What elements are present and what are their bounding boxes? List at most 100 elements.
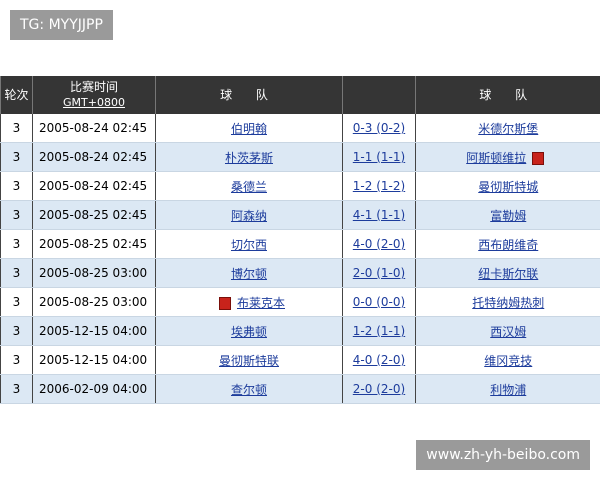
kickoff-time: 2006-02-09 04:00 xyxy=(39,382,148,396)
round: 3 xyxy=(12,266,21,280)
home-team-cell: 伯明翰 xyxy=(155,114,343,143)
away-team-link[interactable]: 西布朗维奇 xyxy=(478,237,539,252)
score-link[interactable]: 2-0 (2-0) xyxy=(352,382,406,396)
kickoff-time: 2005-08-25 03:00 xyxy=(39,266,148,280)
home-team-link[interactable]: 埃弗顿 xyxy=(230,324,267,339)
score-cell: 1-2 (1-1) xyxy=(342,316,416,346)
round: 3 xyxy=(12,295,21,309)
header-round: 轮次 xyxy=(0,76,33,114)
away-team-link[interactable]: 利物浦 xyxy=(490,382,527,397)
kickoff-time-cell: 2005-08-24 02:45 xyxy=(32,114,156,143)
away-team-link[interactable]: 米德尔斯堡 xyxy=(478,121,539,136)
home-team-cell: 埃弗顿 xyxy=(155,316,343,346)
round-cell: 3 xyxy=(0,258,33,288)
round-cell: 3 xyxy=(0,316,33,346)
home-team-cell: 查尔顿 xyxy=(155,374,343,404)
round-cell: 3 xyxy=(0,345,33,375)
round: 3 xyxy=(12,324,21,338)
score-cell: 0-3 (0-2) xyxy=(342,114,416,143)
away-team-link[interactable]: 纽卡斯尔联 xyxy=(478,266,539,281)
round-cell: 3 xyxy=(0,229,33,259)
score-cell: 4-0 (2-0) xyxy=(342,229,416,259)
round-cell: 3 xyxy=(0,142,33,172)
kickoff-time-cell: 2005-08-25 03:00 xyxy=(32,287,156,317)
score-link[interactable]: 1-2 (1-2) xyxy=(352,179,406,193)
score-link[interactable]: 1-1 (1-1) xyxy=(352,150,406,164)
round: 3 xyxy=(12,237,21,251)
home-team-cell: 博尔顿 xyxy=(155,258,343,288)
score-link[interactable]: 2-0 (1-0) xyxy=(352,266,406,280)
match-row: 3 2005-08-25 02:45 阿森纳 4-1 (1-1) 富勒姆 xyxy=(0,200,600,230)
home-team-link[interactable]: 切尔西 xyxy=(230,237,267,252)
score-cell: 1-1 (1-1) xyxy=(342,142,416,172)
match-row: 3 2005-12-15 04:00 曼彻斯特联 4-0 (2-0) 维冈竞技 xyxy=(0,345,600,375)
away-team-cell: 西布朗维奇 xyxy=(415,229,600,259)
round: 3 xyxy=(12,150,21,164)
home-team-cell: 阿森纳 xyxy=(155,200,343,230)
away-team-link[interactable]: 西汉姆 xyxy=(490,324,527,339)
kickoff-time: 2005-08-25 02:45 xyxy=(39,237,148,251)
match-row: 3 2005-08-24 02:45 朴茨茅斯 1-1 (1-1) 阿斯顿维拉 xyxy=(0,142,600,172)
header-row: 轮次 比赛时间 GMT+0800 球 队 球 队 xyxy=(0,76,600,114)
score-cell: 4-1 (1-1) xyxy=(342,200,416,230)
away-team-cell: 纽卡斯尔联 xyxy=(415,258,600,288)
home-team-link[interactable]: 布莱克本 xyxy=(236,295,285,310)
score-cell: 2-0 (2-0) xyxy=(342,374,416,404)
away-team-link[interactable]: 阿斯顿维拉 xyxy=(466,150,527,165)
score-cell: 4-0 (2-0) xyxy=(342,345,416,375)
home-team-cell: 切尔西 xyxy=(155,229,343,259)
away-team-cell: 西汉姆 xyxy=(415,316,600,346)
home-team-link[interactable]: 伯明翰 xyxy=(230,121,267,136)
kickoff-time: 2005-08-25 02:45 xyxy=(39,208,148,222)
round-cell: 3 xyxy=(0,171,33,201)
home-team-link[interactable]: 朴茨茅斯 xyxy=(224,150,273,165)
match-row: 3 2005-08-25 03:00 布莱克本 0-0 (0-0) 托特纳姆热刺 xyxy=(0,287,600,317)
header-timezone: GMT+0800 xyxy=(63,96,125,109)
score-link[interactable]: 1-2 (1-1) xyxy=(352,324,406,338)
away-team-link[interactable]: 维冈竞技 xyxy=(484,353,533,368)
kickoff-time: 2005-12-15 04:00 xyxy=(39,353,148,367)
home-team-link[interactable]: 阿森纳 xyxy=(230,208,267,223)
away-team-link[interactable]: 托特纳姆热刺 xyxy=(472,295,545,310)
home-team-link[interactable]: 桑德兰 xyxy=(230,179,267,194)
away-team-link[interactable]: 富勒姆 xyxy=(490,208,527,223)
score-link[interactable]: 4-0 (2-0) xyxy=(352,237,406,251)
kickoff-time: 2005-12-15 04:00 xyxy=(39,324,148,338)
score-link[interactable]: 4-1 (1-1) xyxy=(352,208,406,222)
header-away: 球 队 xyxy=(415,76,600,114)
kickoff-time-cell: 2005-08-24 02:45 xyxy=(32,171,156,201)
red-card-icon xyxy=(532,151,545,165)
score-link[interactable]: 0-3 (0-2) xyxy=(352,121,406,135)
score-link[interactable]: 0-0 (0-0) xyxy=(352,295,406,309)
kickoff-time: 2005-08-24 02:45 xyxy=(39,150,148,164)
round-cell: 3 xyxy=(0,114,33,143)
round: 3 xyxy=(12,121,21,135)
header-time: 比赛时间 GMT+0800 xyxy=(32,76,156,114)
score-cell: 2-0 (1-0) xyxy=(342,258,416,288)
away-team-cell: 利物浦 xyxy=(415,374,600,404)
score-cell: 0-0 (0-0) xyxy=(342,287,416,317)
home-team-cell: 桑德兰 xyxy=(155,171,343,201)
score-link[interactable]: 4-0 (2-0) xyxy=(352,353,406,367)
round: 3 xyxy=(12,353,21,367)
home-team-cell: 朴茨茅斯 xyxy=(155,142,343,172)
kickoff-time-cell: 2005-08-24 02:45 xyxy=(32,142,156,172)
home-team-link[interactable]: 查尔顿 xyxy=(230,382,267,397)
match-row: 3 2005-08-24 02:45 桑德兰 1-2 (1-2) 曼彻斯特城 xyxy=(0,171,600,201)
home-team-link[interactable]: 博尔顿 xyxy=(230,266,267,281)
watermark: TG: MYYJJPP xyxy=(10,10,113,40)
away-team-cell: 维冈竞技 xyxy=(415,345,600,375)
home-team-link[interactable]: 曼彻斯特联 xyxy=(218,353,279,368)
kickoff-time-cell: 2005-12-15 04:00 xyxy=(32,345,156,375)
round: 3 xyxy=(12,208,21,222)
away-team-cell: 曼彻斯特城 xyxy=(415,171,600,201)
kickoff-time: 2005-08-24 02:45 xyxy=(39,179,148,193)
away-team-cell: 阿斯顿维拉 xyxy=(415,142,600,172)
kickoff-time: 2005-08-24 02:45 xyxy=(39,121,148,135)
red-card-icon xyxy=(218,296,231,310)
kickoff-time-cell: 2005-08-25 02:45 xyxy=(32,200,156,230)
away-team-link[interactable]: 曼彻斯特城 xyxy=(478,179,539,194)
kickoff-time-cell: 2006-02-09 04:00 xyxy=(32,374,156,404)
watermark: www.zh-yh-beibo.com xyxy=(416,440,590,470)
match-row: 3 2006-02-09 04:00 查尔顿 2-0 (2-0) 利物浦 xyxy=(0,374,600,404)
